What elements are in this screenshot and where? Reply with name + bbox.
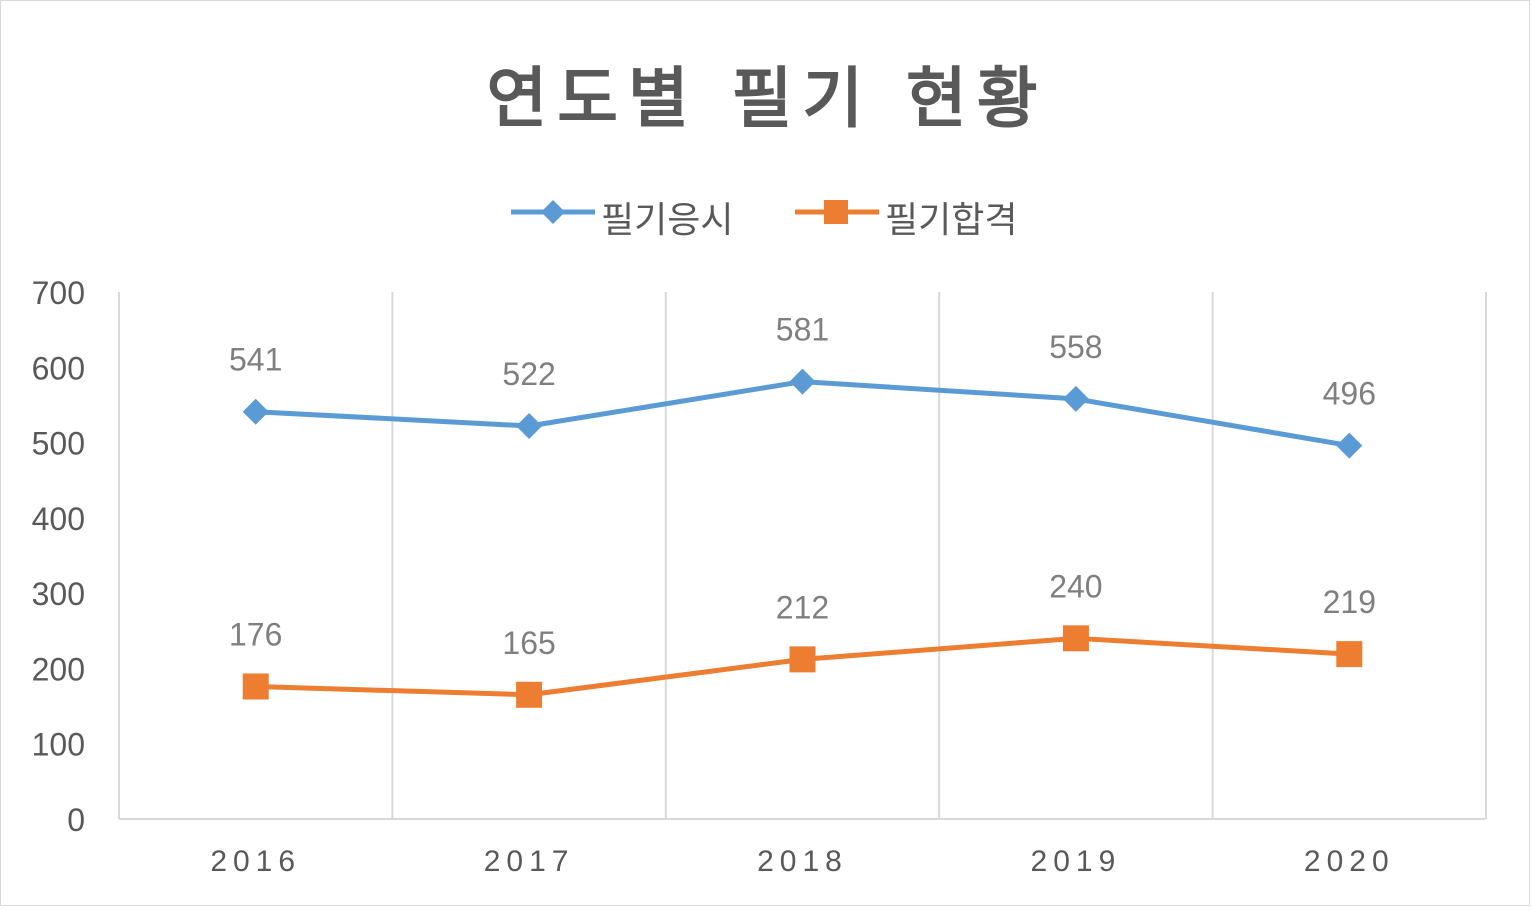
y-tick-label: 300 bbox=[32, 576, 85, 612]
data-label: 558 bbox=[1049, 329, 1102, 365]
data-point-diamond bbox=[1336, 432, 1363, 459]
data-label: 240 bbox=[1049, 568, 1102, 604]
data-point-square bbox=[1062, 625, 1089, 652]
x-tick-label: 2018 bbox=[757, 845, 848, 878]
y-tick-label: 200 bbox=[32, 651, 85, 687]
x-tick-label: 2019 bbox=[1031, 845, 1122, 878]
y-tick-label: 500 bbox=[32, 426, 85, 462]
legend: 필기응시 필기합격 bbox=[1, 187, 1532, 241]
data-label: 212 bbox=[776, 589, 829, 625]
data-label: 522 bbox=[502, 356, 555, 392]
legend-label-series-1: 필기응시 bbox=[601, 200, 734, 241]
data-label: 541 bbox=[229, 342, 282, 378]
data-point-square bbox=[789, 646, 816, 673]
data-point-square bbox=[1336, 641, 1363, 668]
y-tick-label: 700 bbox=[32, 275, 85, 311]
data-point-square bbox=[242, 673, 269, 700]
data-label: 496 bbox=[1323, 376, 1376, 412]
data-point-diamond bbox=[242, 398, 269, 425]
chart-title: 연도별 필기 현황 bbox=[486, 60, 1048, 137]
y-tick-label: 100 bbox=[32, 727, 85, 763]
data-point-diamond bbox=[1062, 385, 1089, 412]
x-tick-label: 2020 bbox=[1304, 845, 1395, 878]
x-tick-label: 2017 bbox=[484, 845, 575, 878]
x-tick-label: 2016 bbox=[210, 845, 301, 878]
legend-swatch-diamond bbox=[511, 200, 595, 224]
y-tick-label: 0 bbox=[67, 802, 85, 838]
data-point-square bbox=[516, 681, 543, 708]
data-label: 219 bbox=[1323, 584, 1376, 620]
data-point-diamond bbox=[516, 413, 543, 440]
data-point-diamond bbox=[789, 368, 816, 395]
data-label: 165 bbox=[502, 625, 555, 661]
y-tick-label: 400 bbox=[32, 501, 85, 537]
y-tick-label: 600 bbox=[32, 350, 85, 386]
legend-label-series-2: 필기합격 bbox=[885, 200, 1018, 241]
legend-swatch-square bbox=[795, 200, 879, 224]
data-label: 581 bbox=[776, 312, 829, 348]
data-label: 176 bbox=[229, 616, 282, 652]
